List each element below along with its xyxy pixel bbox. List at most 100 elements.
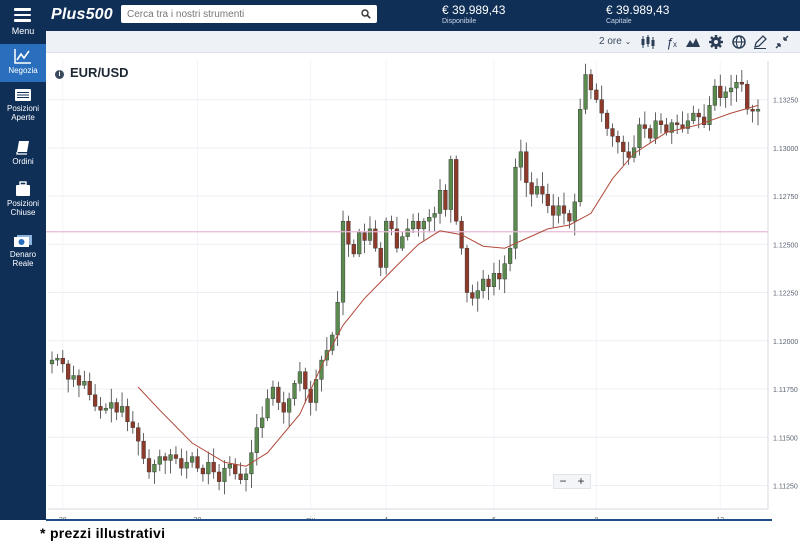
candle-body [421, 220, 426, 230]
instrument-title: i EUR/USD [55, 65, 129, 80]
chart-bottom-border [46, 519, 772, 521]
candle-body [103, 408, 108, 411]
candle-body [750, 109, 755, 112]
candle-body [373, 228, 378, 249]
search-box[interactable] [121, 5, 377, 23]
candlestick-chart[interactable]: 1.13250 1.13000 1.12750 1.12500 1.12250 1.120… [46, 53, 800, 524]
instrument-name: EUR/USD [70, 65, 129, 80]
candle-body [216, 471, 222, 482]
candle-body [561, 205, 567, 214]
candle-body [303, 371, 308, 390]
pencil-icon[interactable] [752, 34, 768, 50]
candle-body [384, 220, 389, 268]
timeframe-select[interactable]: 2 ore ⌄ [599, 36, 631, 47]
chart-area[interactable]: 1.13250 1.13000 1.12750 1.12500 1.12250 1.120… [46, 53, 800, 524]
chart-line-icon [14, 49, 31, 64]
candle-body [254, 427, 259, 453]
candle-body [448, 159, 453, 210]
candle-body [427, 217, 432, 222]
sidebar-item-label: Denaro Reale [9, 250, 37, 268]
briefcase-icon [16, 181, 30, 196]
candle-body [696, 112, 701, 118]
candle-body [367, 228, 373, 241]
collapse-icon[interactable] [774, 34, 790, 50]
candle-body [400, 236, 405, 249]
sidebar-item-label: Posizioni Aperte [6, 104, 39, 122]
available-label: Disponibile [442, 18, 477, 25]
search-icon[interactable] [361, 9, 371, 19]
candle-body [594, 89, 599, 100]
candle-body [346, 220, 351, 245]
candle-body [394, 228, 400, 249]
y-tick-label: 1.12000 [773, 339, 798, 346]
candle-body [529, 182, 534, 195]
candle-body [233, 464, 238, 475]
plus500-logo: Plus500 [51, 6, 113, 23]
candle-body [130, 421, 135, 428]
candle-body [378, 247, 383, 268]
y-tick-label: 1.11500 [773, 435, 798, 442]
candle-body [71, 375, 76, 380]
gear-icon[interactable] [708, 34, 724, 50]
candle-body [211, 462, 216, 473]
candle-body [109, 402, 114, 409]
zoom-in-button[interactable]: + [577, 474, 585, 488]
candlestick-icon[interactable] [640, 34, 656, 50]
zoom-out-button[interactable]: − [559, 474, 567, 488]
candle-body [610, 128, 615, 137]
candle-body [55, 357, 60, 361]
candle-body [98, 406, 103, 411]
candle-body [260, 417, 265, 428]
sidebar-item-label: Ordini [12, 157, 34, 166]
candle-body [691, 112, 696, 122]
candle-body [313, 379, 319, 403]
sidebar-item-ordini[interactable]: Ordini [0, 140, 46, 170]
candle-body [125, 406, 130, 423]
candle-body [507, 247, 513, 264]
globe-icon[interactable] [731, 34, 747, 50]
candle-body [82, 381, 87, 386]
sidebar-item-posizioni-chiuse[interactable]: Posizioni Chiuse [0, 181, 46, 221]
candle-body [432, 213, 437, 218]
candle-body [739, 82, 744, 85]
candle-body [173, 454, 179, 459]
candle-body [486, 278, 491, 287]
candle-body [658, 120, 664, 125]
sidebar-item-label: Negozia [8, 66, 38, 75]
sidebar-item-posizioni-aperte[interactable]: Posizioni Aperte [0, 88, 46, 128]
sidebar-item-denaro-reale[interactable]: Denaro Reale [0, 234, 46, 274]
candle-body [454, 159, 459, 222]
candle-body [534, 186, 540, 195]
candle-body [362, 232, 367, 241]
menu-button[interactable]: Menu [0, 0, 46, 44]
y-tick-label: 1.12750 [773, 194, 798, 201]
moving-average-line [137, 104, 759, 467]
candle-body [588, 74, 594, 91]
candle-body [540, 186, 545, 195]
candle-body [578, 109, 583, 203]
mountain-icon[interactable] [685, 34, 701, 50]
available-value: € 39.989,43 [442, 3, 506, 17]
sidebar-item-negozia[interactable]: Negozia [0, 44, 46, 82]
candle-body [200, 467, 206, 475]
info-icon[interactable]: i [55, 70, 64, 79]
candle-body [475, 290, 480, 299]
candle-body [238, 473, 243, 480]
timeframe-value: 2 ore [599, 36, 622, 47]
zoom-controls: − + [553, 474, 591, 489]
candle-body [136, 427, 141, 442]
candle-body [642, 124, 647, 129]
candle-body [675, 122, 680, 125]
candle-body [664, 124, 669, 133]
candle-body [734, 82, 739, 89]
candle-body [357, 232, 362, 255]
candle-body [599, 99, 604, 114]
candle-body [572, 201, 577, 222]
candle-body [745, 83, 750, 110]
candle-body [626, 151, 631, 158]
search-input[interactable] [121, 5, 357, 23]
candle-body [518, 151, 523, 168]
candle-body [270, 386, 276, 399]
